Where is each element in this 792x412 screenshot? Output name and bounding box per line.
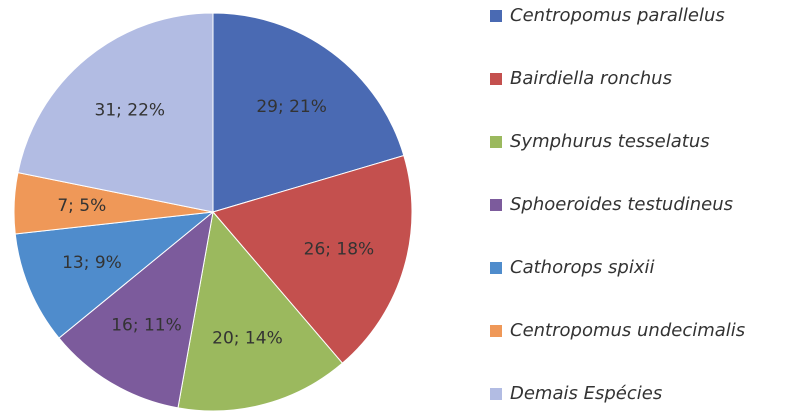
legend-swatch [490, 73, 502, 85]
legend-swatch [490, 199, 502, 211]
data-label: 20; 14% [212, 329, 283, 349]
data-label: 13; 9% [62, 253, 122, 273]
pie-slice [212, 154, 413, 364]
legend-label: Cathorops spixii [510, 257, 654, 278]
pie-slice [177, 210, 344, 412]
legend-label: Centropomus parallelus [510, 5, 725, 26]
data-label: 31; 22% [95, 100, 166, 120]
data-label: 26; 18% [304, 239, 375, 259]
data-label: 29; 21% [256, 97, 327, 117]
legend-swatch [490, 262, 502, 274]
legend-swatch [490, 136, 502, 148]
data-label: 7; 5% [57, 196, 106, 216]
pie-slice [58, 210, 214, 409]
legend-swatch [490, 388, 502, 400]
pie-slice [17, 12, 214, 213]
legend-swatch [490, 10, 502, 22]
legend-label: Demais Espécies [510, 383, 662, 404]
legend-label: Sphoeroides testudineus [510, 194, 733, 215]
legend-label: Centropomus undecimalis [510, 320, 745, 341]
legend-label: Symphurus tesselatus [510, 131, 710, 152]
data-label: 16; 11% [111, 315, 182, 335]
legend-swatch [490, 325, 502, 337]
pie-slice [14, 211, 215, 339]
pie-slice [212, 12, 405, 213]
legend-label: Bairdiella ronchus [510, 68, 672, 89]
